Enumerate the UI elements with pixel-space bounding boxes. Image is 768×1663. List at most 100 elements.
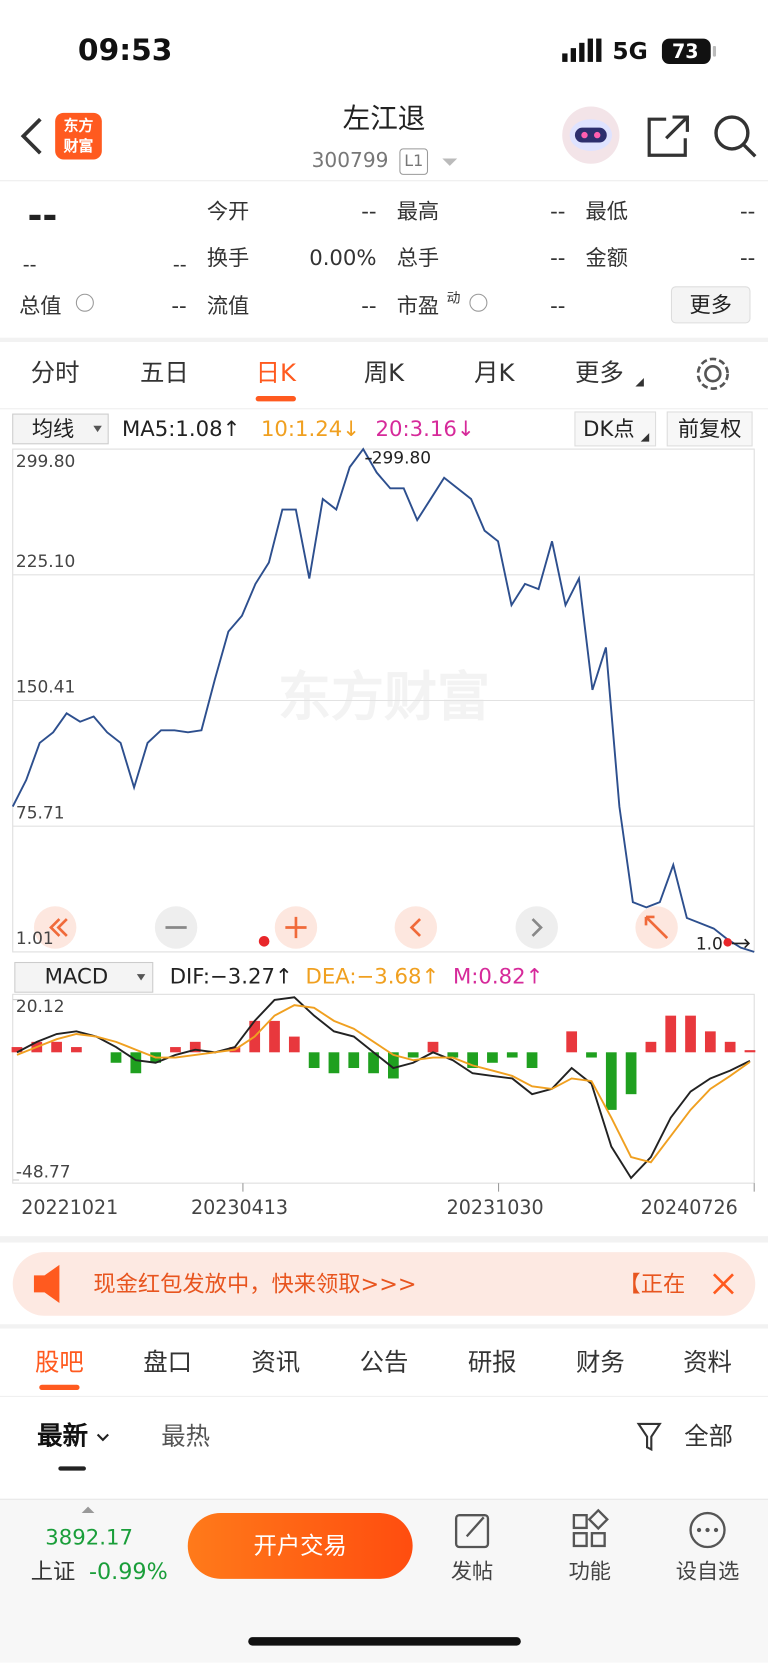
macd-select-box[interactable] — [14, 961, 154, 993]
quote-value: -- — [550, 246, 565, 271]
post-icon[interactable] — [454, 1514, 490, 1549]
share-button[interactable] — [647, 115, 689, 157]
macd-frame — [12, 993, 755, 1184]
sort-underline — [58, 1466, 86, 1471]
settings-button[interactable] — [696, 357, 730, 390]
open-account-label[interactable]: 开户交易 — [254, 1531, 347, 1559]
filter-all[interactable]: 全部 — [684, 1422, 733, 1451]
macd-bar — [586, 1052, 597, 1058]
period-tab[interactable]: 月K — [474, 358, 515, 387]
tab-underline — [39, 1384, 80, 1390]
macd-bar — [288, 1036, 300, 1053]
macd-bar — [704, 1031, 716, 1053]
dk-button[interactable] — [574, 411, 657, 447]
search-button[interactable] — [714, 115, 757, 158]
function-icon[interactable] — [572, 1508, 609, 1548]
divider — [0, 337, 768, 342]
dif-label: DIF:−3.27↑ — [170, 964, 293, 989]
sort-chevron[interactable] — [96, 1433, 109, 1442]
action-label[interactable]: 设自选 — [676, 1559, 740, 1584]
battery-level: 73 — [672, 40, 699, 63]
home-indicator — [248, 1637, 521, 1646]
index-change: -0.99% — [89, 1559, 168, 1585]
step-left[interactable] — [394, 906, 438, 949]
macd-bar — [685, 1015, 696, 1053]
period-tab[interactable]: 分时 — [31, 358, 80, 387]
scroll-left-fast[interactable] — [33, 906, 77, 949]
quote-value: -- — [361, 200, 376, 225]
info-icon[interactable] — [75, 293, 94, 312]
macd-bar — [467, 1052, 478, 1069]
adjust-button[interactable] — [666, 411, 753, 447]
battery-tip — [712, 45, 717, 57]
open-account-button[interactable] — [187, 1513, 413, 1579]
quote-value: -- — [740, 246, 755, 271]
macd-bar — [269, 1020, 280, 1053]
assistant-avatar[interactable] — [562, 106, 620, 164]
y-tick-label: 20.12 — [16, 997, 65, 1017]
tab-underline — [255, 396, 296, 402]
promo-banner[interactable] — [12, 1252, 756, 1316]
macd-bar — [605, 1052, 617, 1110]
close-banner[interactable] — [712, 1273, 734, 1295]
ma-select[interactable]: 均线 — [32, 417, 74, 442]
quote-label: 总值 — [19, 294, 61, 319]
dropdown-icon — [136, 974, 146, 981]
index-name: 上证 — [31, 1559, 76, 1585]
macd-bar — [645, 1041, 657, 1053]
adjust-label[interactable]: 前复权 — [678, 417, 742, 442]
macd-bar — [170, 1047, 181, 1053]
y-tick-label: 1.01 — [16, 929, 54, 949]
max-price-label: 299.80 — [372, 449, 431, 469]
macd-bar — [407, 1052, 419, 1058]
more-button-label[interactable]: 更多 — [690, 293, 732, 318]
news-tab[interactable]: 资料 — [683, 1347, 732, 1376]
period-tab[interactable]: 日K — [256, 358, 297, 387]
macd-bar — [130, 1052, 142, 1074]
pe-superscript: 动 — [447, 290, 461, 306]
period-tab[interactable]: 五日 — [140, 358, 189, 387]
filter-icon[interactable] — [636, 1422, 662, 1452]
y-tick-label: -48.77 — [16, 1163, 71, 1183]
step-right[interactable] — [515, 906, 558, 949]
news-tab[interactable]: 资讯 — [251, 1347, 300, 1376]
news-tab[interactable]: 股吧 — [35, 1347, 84, 1376]
period-tab[interactable]: 周K — [364, 358, 405, 387]
quote-label: 最高 — [397, 200, 439, 225]
banner-text[interactable]: 现金红包发放中，快来领取>>> — [93, 1271, 416, 1297]
macd-bar — [526, 1052, 538, 1069]
watchlist-icon[interactable] — [689, 1511, 726, 1549]
back-button[interactable] — [20, 117, 42, 155]
more-button[interactable] — [670, 286, 751, 324]
ma-select-box[interactable] — [12, 413, 109, 445]
action-label[interactable]: 功能 — [569, 1559, 611, 1584]
index-value: 3892.17 — [45, 1526, 133, 1551]
macd-bar — [110, 1052, 122, 1063]
clock: 09:53 — [78, 33, 172, 68]
info-icon[interactable] — [469, 293, 488, 312]
date-axis-ticks — [242, 1183, 755, 1192]
stock-name: 左江退 — [343, 102, 426, 135]
expand-index[interactable] — [81, 1506, 95, 1514]
news-tab[interactable]: 研报 — [468, 1347, 517, 1376]
chart-controls — [33, 906, 678, 949]
logo-text: 财富 — [64, 137, 94, 155]
quote-label: 换手 — [207, 246, 249, 271]
period-tab[interactable]: 更多 — [575, 358, 624, 387]
action-label[interactable]: 发帖 — [451, 1559, 493, 1584]
last-price-dot — [723, 938, 732, 947]
sort-hot[interactable]: 最热 — [161, 1422, 210, 1451]
macd-select[interactable]: MACD — [45, 964, 109, 989]
dk-label[interactable]: DK点 — [583, 417, 634, 442]
m-label: M:0.82↑ — [453, 964, 543, 989]
macd-bar — [427, 1041, 439, 1053]
news-tab[interactable]: 盘口 — [143, 1347, 192, 1376]
dropdown-icon[interactable] — [442, 158, 458, 166]
sort-latest[interactable]: 最新 — [37, 1422, 88, 1452]
quote-label: 总手 — [397, 246, 439, 271]
news-tab[interactable]: 财务 — [576, 1347, 625, 1376]
macd-bar — [665, 1015, 677, 1053]
macd-bar — [724, 1041, 736, 1053]
news-tab[interactable]: 公告 — [360, 1347, 409, 1376]
